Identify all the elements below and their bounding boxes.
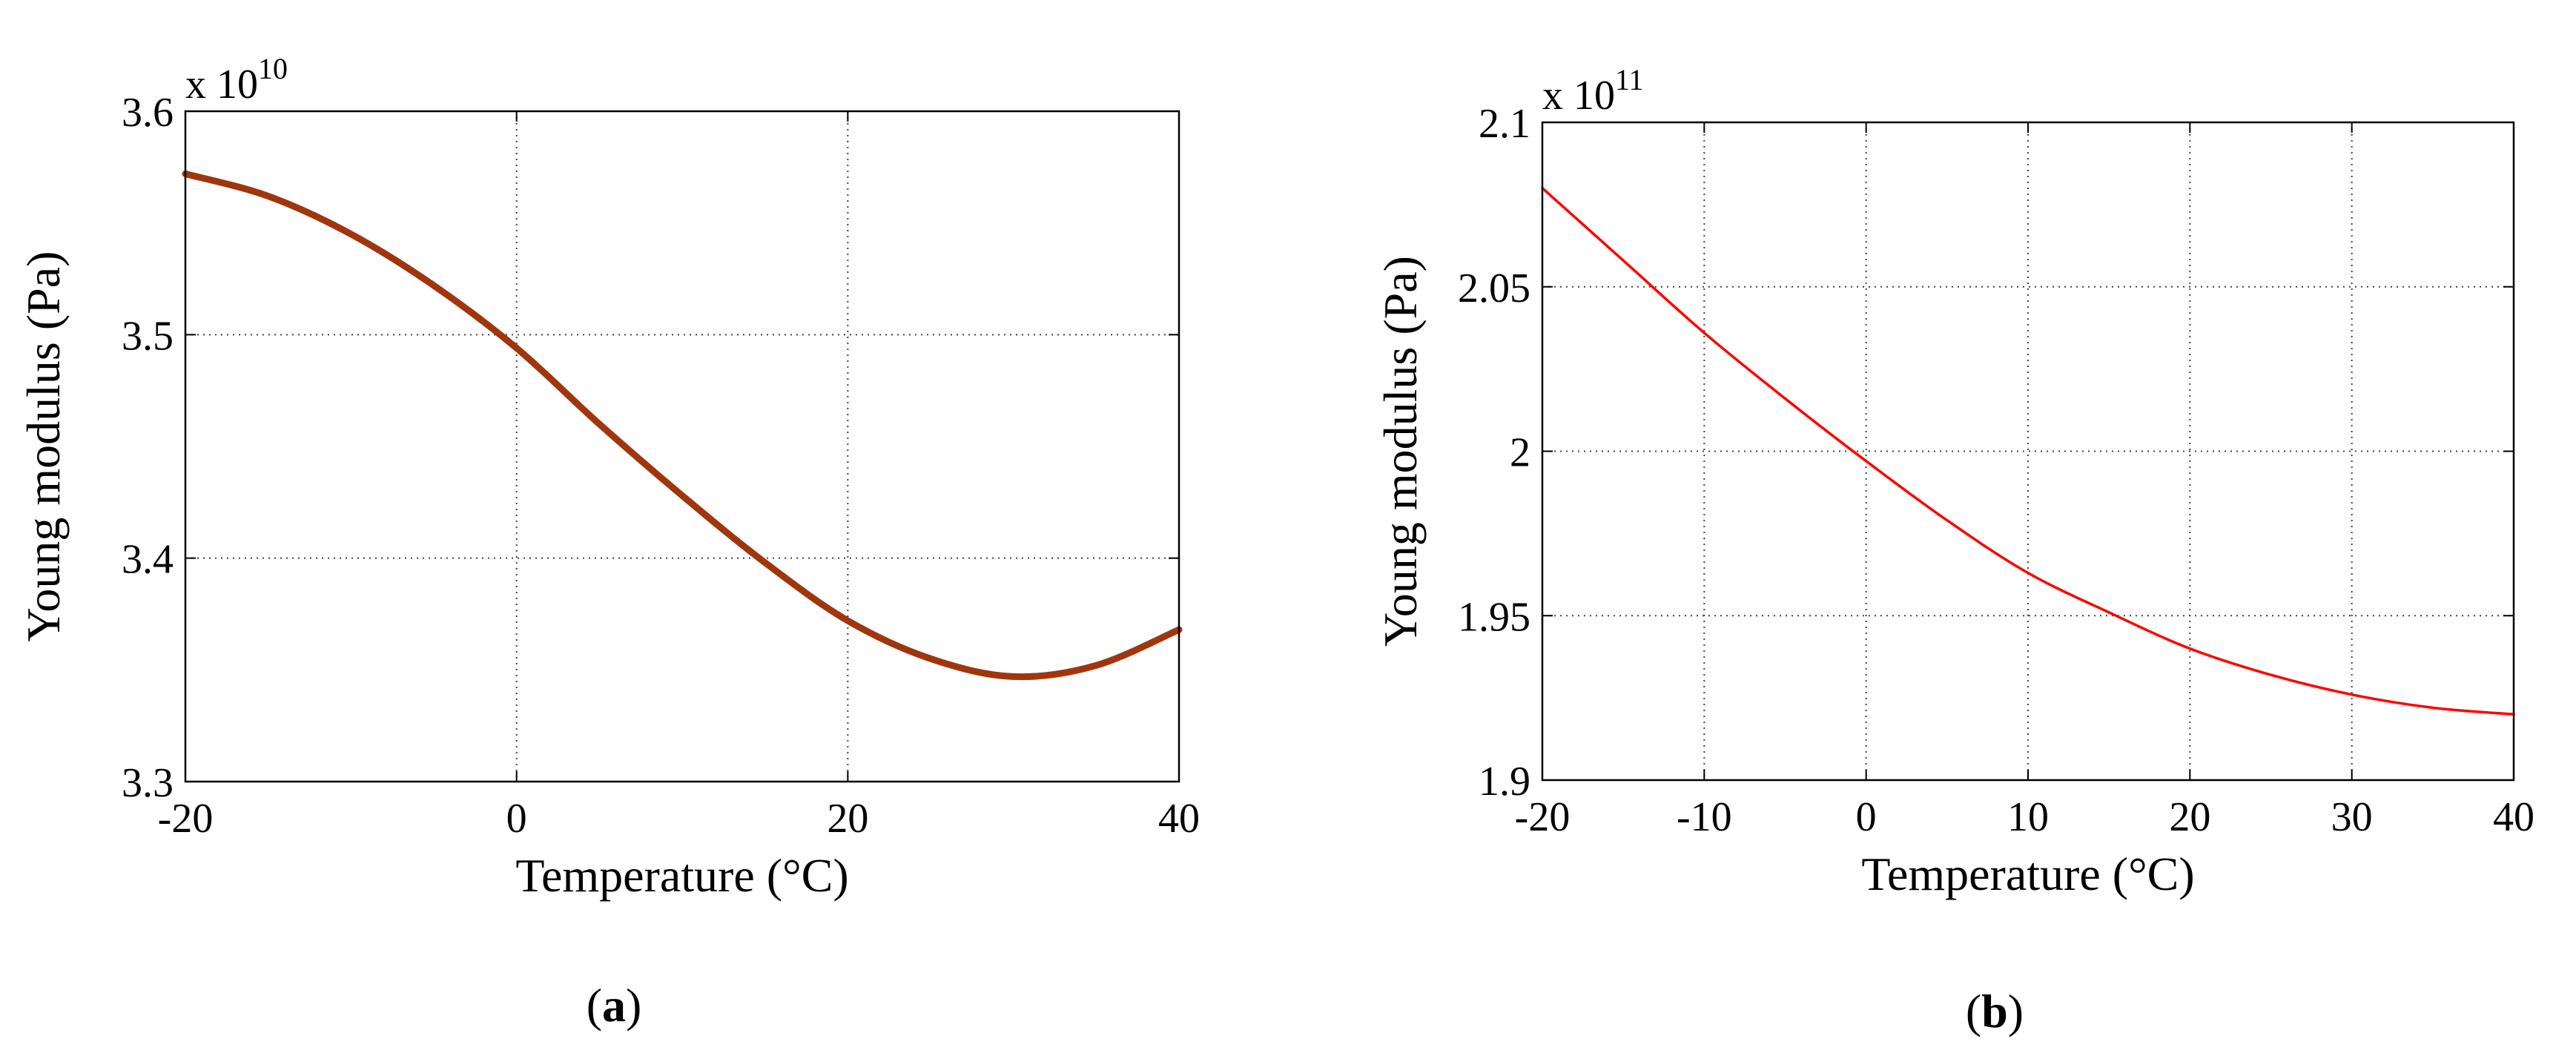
panel-label-close-paren: ) [626,979,641,1031]
y-axis-label: Young modulus (Pa) [17,251,70,642]
x-axis-label: Temperature (°C) [1861,848,2194,900]
axes-frame [1541,121,2515,782]
x-tick-label: 0 [1856,794,1877,840]
y-exponent-label: x 1011 [1542,63,1644,119]
series-line [1541,186,2515,716]
x-tick-label: -20 [158,796,214,842]
chart-panel-a: -20 0 20 40 3.3 3.4 3.5 3.6x 1010 Temperature (°… [17,52,1200,1031]
y-tick-label: 1.95 [1458,594,1530,640]
axes-frame [184,110,1180,783]
panel-label-open-paren: ( [1966,985,1981,1037]
y-tick-label: 2.1 [1479,101,1530,147]
x-tick-label: 0 [506,796,527,842]
y-tick-label: 3.4 [122,537,174,583]
panel-label: (b) [1966,985,2024,1037]
panel-label-letter: a [602,979,626,1031]
y-axis-label: Young modulus (Pa) [1374,256,1427,647]
x-tick-label: 20 [2169,794,2210,840]
plot-area [1542,122,2514,780]
x-tick-label: -20 [1515,794,1571,840]
x-tick-label: 30 [2331,794,2373,840]
y-exponent-power: 10 [258,52,288,85]
chart-panel-b: -20 -10 0 10 20 30 40 1.9 1.95 2 2.05 2.1 x 1011 Temp… [1374,63,2534,1037]
panel-label-letter: b [1981,985,2008,1037]
x-axis-label: Temperature (°C) [515,849,848,902]
plot-area [185,111,1179,782]
y-tick-label: 3.3 [122,760,174,806]
series-line [182,170,1183,681]
y-tick-label: 2.05 [1458,265,1530,311]
x-tick-label: 10 [2007,794,2049,840]
y-exponent-base: x 10 [185,62,258,108]
y-exponent-label: x 1010 [185,52,288,108]
y-exponent-power: 11 [1615,63,1644,96]
x-tick-label: 20 [827,796,868,842]
y-tick-label: 3.6 [122,90,174,136]
panel-label: (a) [587,979,642,1031]
y-tick-label: 1.9 [1479,759,1530,805]
panel-label-close-paren: ) [2008,985,2024,1037]
x-tick-label: -10 [1677,794,1732,840]
y-tick-label: 3.5 [122,313,174,359]
y-tick-label: 2 [1510,430,1530,476]
panel-label-open-paren: ( [587,979,602,1031]
y-exponent-base: x 10 [1542,73,1615,119]
x-tick-label: 40 [1158,796,1200,842]
x-tick-label: 40 [2493,794,2534,840]
